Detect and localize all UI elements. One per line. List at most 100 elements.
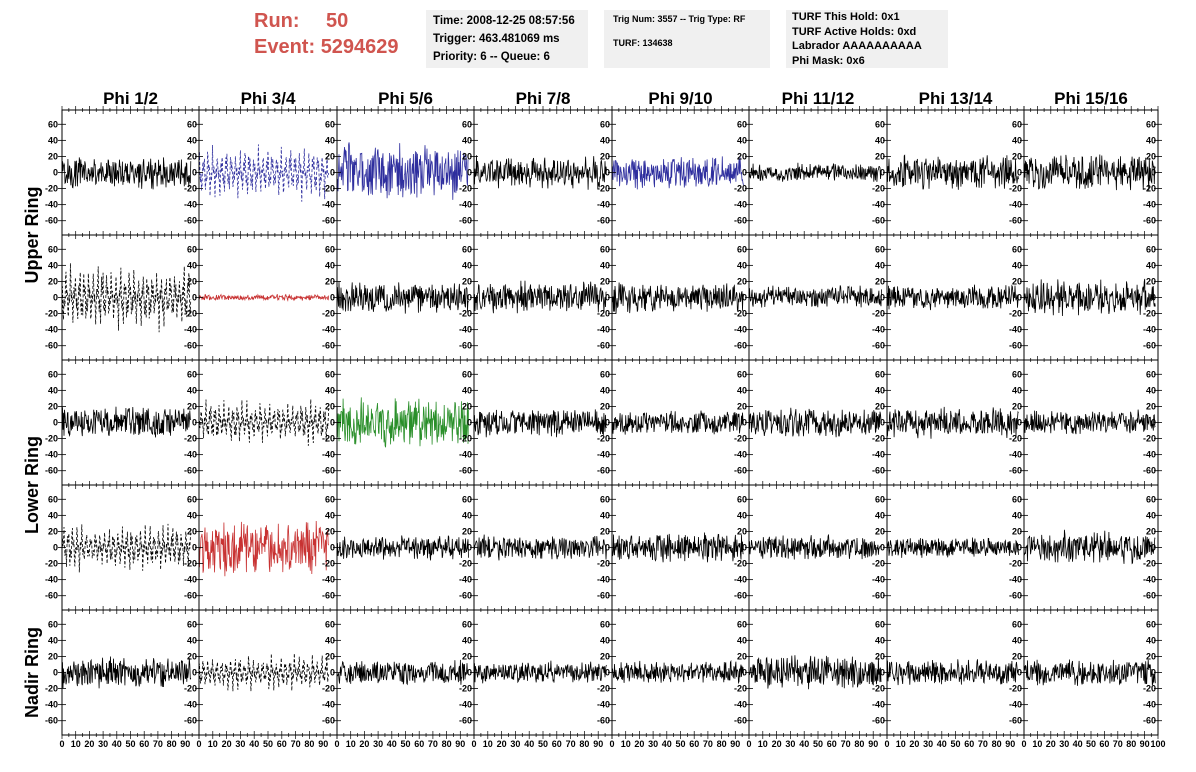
x-tick-label: 60 (827, 739, 837, 749)
x-tick-label: 60 (139, 739, 149, 749)
y-tick-label: -60 (734, 216, 747, 226)
y-tick-label: 40 (737, 135, 747, 145)
x-tick-label: 80 (442, 739, 452, 749)
trigger-text: Trigger: 463.481069 ms (433, 33, 560, 45)
x-tick-label: 0 (609, 739, 614, 749)
y-tick-label: -60 (45, 591, 58, 601)
y-tick-label: -40 (45, 325, 58, 335)
y-tick-label: -20 (597, 434, 610, 444)
waveform-3-7 (1023, 529, 1156, 565)
y-tick-label: 0 (1151, 668, 1156, 678)
waveform-2-3 (473, 409, 607, 438)
run-value: 50 (326, 10, 349, 32)
y-tick-label: 0 (467, 543, 472, 553)
y-tick-label: -20 (1143, 684, 1156, 694)
y-tick-label: 20 (48, 401, 58, 411)
y-tick-label: 40 (1012, 635, 1022, 645)
x-tick-label: 50 (1086, 739, 1096, 749)
y-tick-label: 0 (1151, 418, 1156, 428)
y-tick-label: -20 (597, 309, 610, 319)
y-tick-label: 40 (325, 135, 335, 145)
y-tick-label: -40 (45, 700, 58, 710)
y-tick-label: -40 (459, 575, 472, 585)
y-tick-label: 60 (187, 494, 197, 504)
x-tick-label: 20 (772, 739, 782, 749)
y-tick-label: 20 (462, 651, 472, 661)
y-tick-label: -60 (1143, 591, 1156, 601)
x-tick-label: 10 (1032, 739, 1042, 749)
y-tick-label: -20 (872, 434, 885, 444)
y-tick-label: 0 (467, 293, 472, 303)
waveform-2-5 (748, 407, 882, 438)
x-tick-label: 10 (483, 739, 493, 749)
x-tick-label: 20 (634, 739, 644, 749)
y-tick-label: 60 (187, 244, 197, 254)
y-tick-label: -60 (45, 216, 58, 226)
y-tick-label: -40 (322, 450, 335, 460)
x-tick-label: 40 (524, 739, 534, 749)
y-tick-label: -40 (597, 575, 610, 585)
y-tick-label: 60 (462, 244, 472, 254)
y-tick-label: 40 (600, 135, 610, 145)
y-tick-label: 20 (187, 651, 197, 661)
y-tick-label: -60 (322, 716, 335, 726)
y-tick-label: 40 (462, 135, 472, 145)
y-tick-label: 0 (330, 418, 335, 428)
y-tick-label: 0 (330, 668, 335, 678)
y-tick-label: 0 (880, 418, 885, 428)
x-tick-label: 70 (978, 739, 988, 749)
run-line: Run: 50 (254, 8, 424, 34)
y-tick-label: 60 (737, 369, 747, 379)
panel-frame (198, 609, 338, 736)
y-tick-label: 20 (875, 526, 885, 536)
y-tick-label: 40 (48, 260, 58, 270)
column-header-6: Phi 13/14 (919, 89, 993, 108)
column-header-7: Phi 15/16 (1054, 89, 1128, 108)
y-tick-label: -40 (459, 325, 472, 335)
y-tick-label: -60 (184, 591, 197, 601)
x-tick-label: 20 (1046, 739, 1056, 749)
y-tick-label: 40 (325, 385, 335, 395)
y-tick-label: 20 (325, 526, 335, 536)
y-tick-label: 20 (325, 151, 335, 161)
waveform-1-0 (61, 263, 192, 333)
y-tick-label: -60 (872, 341, 885, 351)
y-tick-label: 40 (1146, 135, 1156, 145)
y-tick-label: 40 (600, 385, 610, 395)
y-tick-label: -40 (872, 200, 885, 210)
x-tick-label: 80 (304, 739, 314, 749)
y-tick-label: -20 (184, 684, 197, 694)
y-tick-label: 40 (875, 385, 885, 395)
y-tick-label: -60 (872, 466, 885, 476)
waveform-4-2 (336, 659, 469, 686)
waveform-1-6 (886, 284, 1019, 311)
y-tick-label: -20 (872, 309, 885, 319)
turf-this-hold-text: TURF This Hold: 0x1 (792, 11, 900, 23)
y-tick-label: 20 (737, 526, 747, 536)
y-tick-label: -40 (1143, 700, 1156, 710)
y-tick-label: 20 (600, 651, 610, 661)
x-tick-label: 90 (868, 739, 878, 749)
y-tick-label: 40 (875, 635, 885, 645)
y-tick-label: 0 (1017, 418, 1022, 428)
y-tick-label: -20 (1143, 184, 1156, 194)
y-tick-label: -40 (1143, 450, 1156, 460)
y-tick-label: 60 (737, 619, 747, 629)
y-tick-label: 0 (467, 418, 472, 428)
y-tick-label: 0 (742, 293, 747, 303)
waveform-1-3 (473, 280, 607, 314)
y-tick-label: 20 (737, 651, 747, 661)
y-tick-label: -60 (184, 466, 197, 476)
y-tick-label: 60 (737, 244, 747, 254)
y-tick-label: -20 (322, 309, 335, 319)
y-tick-label: -60 (459, 216, 472, 226)
y-tick-label: 0 (53, 668, 58, 678)
y-tick-label: -20 (734, 309, 747, 319)
x-tick-label: 60 (277, 739, 287, 749)
x-tick-label: 30 (510, 739, 520, 749)
x-tick-label: 30 (1059, 739, 1069, 749)
y-tick-label: -60 (45, 466, 58, 476)
y-tick-label: 20 (1012, 526, 1022, 536)
y-tick-label: 40 (48, 135, 58, 145)
trigger-info-box: Trig Num: 3557 -- Trig Type: RF TURF: 13… (604, 10, 770, 68)
